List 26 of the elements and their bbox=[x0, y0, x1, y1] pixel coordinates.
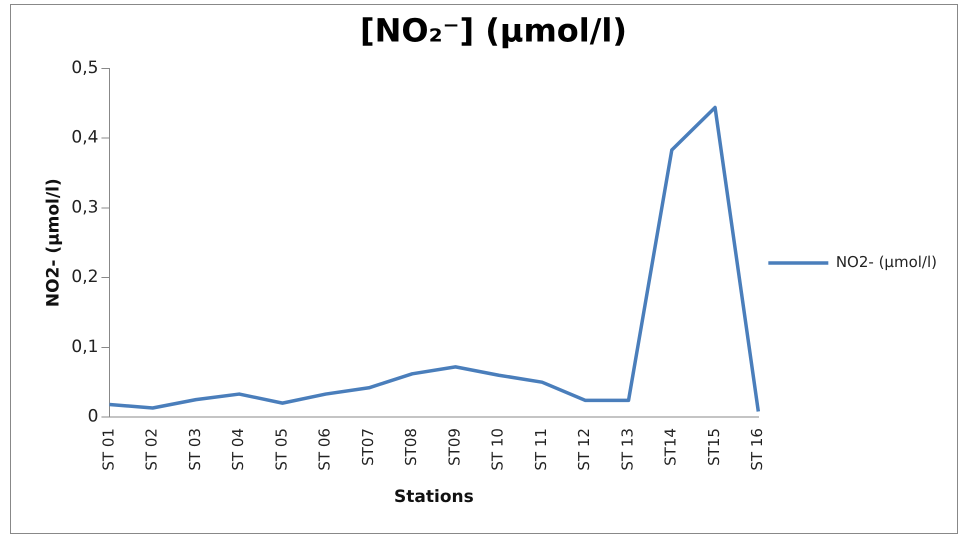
x-tick-label: ST 13 bbox=[618, 428, 636, 471]
legend-label: NO2- (µmol/l) bbox=[836, 252, 938, 271]
y-tick-label: 0,4 bbox=[71, 128, 98, 148]
y-tick-label: 0,1 bbox=[71, 336, 98, 357]
y-axis-title: NO2- (µmol/l) bbox=[44, 178, 64, 308]
y-tick-label: 0,5 bbox=[71, 58, 98, 78]
x-tick-label: ST 03 bbox=[186, 428, 204, 471]
x-tick-label: ST 02 bbox=[142, 428, 161, 471]
x-tick-label: ST 06 bbox=[316, 428, 334, 471]
x-tick-label: ST 12 bbox=[575, 428, 594, 471]
x-tick-label: ST 05 bbox=[272, 428, 290, 471]
y-tick-label: 0,2 bbox=[71, 267, 98, 288]
x-tick-label: ST 16 bbox=[748, 428, 766, 471]
y-tick-label: 0 bbox=[88, 406, 98, 426]
x-tick-label: ST08 bbox=[402, 428, 420, 466]
x-axis-title: Stations bbox=[394, 487, 474, 508]
chart-title: [NO₂⁻] (µmol/l) bbox=[360, 12, 628, 50]
x-tick-label: ST 10 bbox=[488, 428, 507, 471]
x-tick-label: ST15 bbox=[704, 428, 723, 466]
x-tick-label: ST 11 bbox=[532, 428, 550, 471]
y-tick-label: 0,3 bbox=[71, 197, 98, 218]
x-tick-label: ST 04 bbox=[229, 428, 248, 471]
x-tick-label: ST07 bbox=[358, 428, 377, 466]
x-tick-label: ST 01 bbox=[99, 428, 118, 471]
x-tick-label: ST09 bbox=[445, 428, 464, 466]
x-tick-label: ST14 bbox=[662, 428, 680, 466]
